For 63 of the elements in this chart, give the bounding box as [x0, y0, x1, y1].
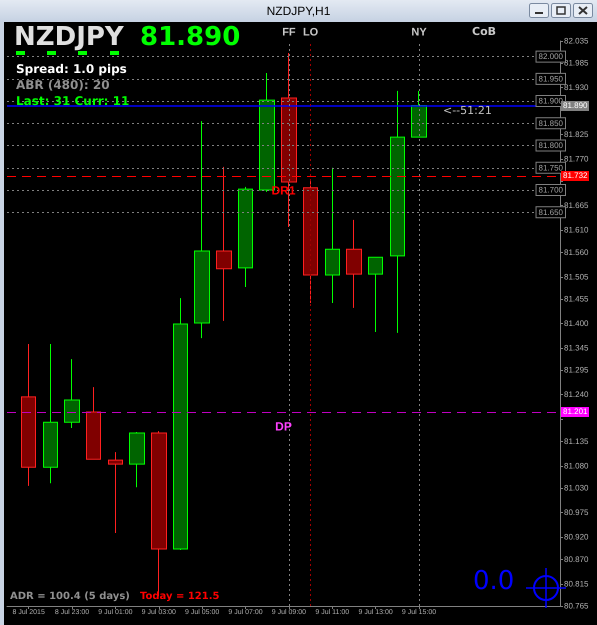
ref-line-label: 82.000 — [538, 52, 564, 62]
candlestick — [303, 180, 318, 304]
annotation: <--51:21 — [443, 104, 492, 117]
y-tick-label: 80.815 — [564, 579, 590, 588]
ref-line-label: 81.800 — [538, 141, 564, 150]
candlestick — [129, 432, 145, 488]
candlestick — [194, 120, 210, 339]
ref-line-label: 81.950 — [538, 74, 564, 84]
y-tick-label: 81.345 — [564, 343, 590, 352]
annotation: ABR (480): 20 — [16, 78, 110, 92]
y-tick-label: 80.765 — [564, 602, 590, 610]
annotation: Last: 31 Curr: 11 — [16, 94, 130, 108]
ref-line-label: NY — [411, 26, 428, 38]
y-tick-label: 81.240 — [564, 390, 590, 400]
candlestick — [346, 219, 362, 308]
y-tick-label: 81.135 — [564, 436, 590, 446]
annotation: 81.732 — [561, 170, 590, 181]
annotation: ADR = 100.4 (5 days) — [10, 591, 130, 602]
annotation: Today = 121.5 — [140, 591, 220, 602]
y-tick-label: 81.825 — [564, 130, 590, 139]
y-tick-label: 81.505 — [564, 272, 590, 282]
candlestick — [43, 343, 58, 484]
ref-line-label: FF — [282, 26, 296, 38]
annotation: 81.890 — [561, 100, 590, 110]
ref-line-label: DP — [275, 419, 292, 434]
candlestick — [368, 256, 383, 332]
text: CoB — [472, 25, 496, 38]
candlestick — [390, 90, 405, 334]
candlestick — [64, 358, 80, 429]
ref-line-label: 81.700 — [538, 186, 564, 195]
annotation: 81.201 — [561, 407, 590, 418]
y-tick-label: 81.610 — [564, 226, 590, 235]
ref-line-label: LO — [302, 26, 319, 38]
annotation: 81.890 — [140, 22, 240, 52]
y-tick-label: 81.560 — [564, 248, 590, 257]
y-tick-label: 81.030 — [564, 484, 590, 493]
y-tick-label: 81.400 — [564, 319, 590, 328]
y-tick-label: 80.975 — [564, 508, 590, 518]
y-tick-label: 80.920 — [564, 532, 590, 542]
y-tick-label: 81.455 — [564, 294, 590, 304]
candlestick — [108, 452, 123, 534]
ref-line-label: 81.650 — [538, 208, 564, 217]
ref-line-label: 81.850 — [538, 118, 564, 128]
annotation: 0.0 — [473, 566, 514, 596]
y-tick-label: 81.080 — [564, 461, 590, 470]
y-tick-label: 81.770 — [564, 154, 590, 164]
annotation: Spread: 1.0 pips — [16, 62, 127, 76]
ref-line-label: 81.900 — [538, 96, 564, 106]
candlestick — [86, 386, 101, 460]
ref-line-label: 81.750 — [538, 163, 564, 172]
y-tick-label: 80.870 — [564, 554, 590, 564]
annotation: NZDJPY — [14, 22, 124, 52]
y-tick-label: 81.295 — [564, 366, 590, 375]
candlestick — [325, 167, 340, 304]
candlestick — [411, 90, 427, 138]
y-tick-label: 81.665 — [564, 201, 590, 210]
y-tick-label: 81.930 — [564, 83, 590, 92]
candlestick — [173, 298, 188, 550]
chart-title: NZDJPY,H1 — [266, 4, 332, 18]
candlestick — [238, 186, 253, 288]
candlestick — [21, 343, 36, 486]
candlestick — [216, 166, 232, 322]
y-tick-label: 82.035 — [564, 36, 590, 46]
